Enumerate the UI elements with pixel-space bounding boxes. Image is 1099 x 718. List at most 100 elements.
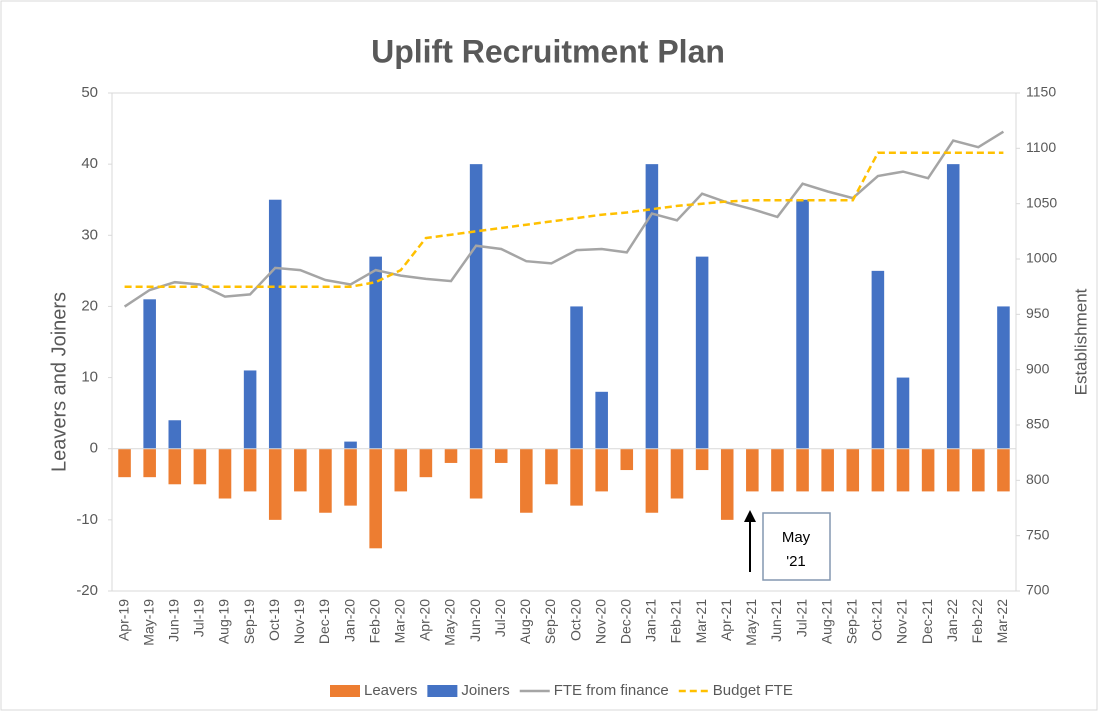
legend-label: Budget FTE xyxy=(713,682,793,699)
y-tick-label: 30 xyxy=(81,226,98,243)
bar xyxy=(695,256,709,449)
bar xyxy=(143,448,156,478)
bar xyxy=(771,448,784,492)
y-tick-label: 40 xyxy=(81,155,98,172)
x-tick-label: Nov-19 xyxy=(291,599,307,644)
bar xyxy=(595,391,608,449)
y-tick-label: 50 xyxy=(81,84,98,101)
x-tick-label: Apr-20 xyxy=(417,599,433,641)
plot-border xyxy=(111,92,1017,592)
y2-tick-label: 800 xyxy=(1026,471,1050,487)
bar xyxy=(469,448,483,499)
x-tick-label: Sep-21 xyxy=(843,599,859,644)
bar xyxy=(344,448,357,506)
bar xyxy=(595,448,608,492)
x-tick-label: Jun-20 xyxy=(467,599,483,642)
bar xyxy=(972,448,985,492)
x-tick-label: Oct-19 xyxy=(266,599,282,641)
x-tick-label: Oct-20 xyxy=(567,599,583,641)
bar xyxy=(520,448,533,513)
x-tick-label: Jun-21 xyxy=(768,599,784,642)
x-tick-label: Sep-20 xyxy=(542,599,558,644)
bar xyxy=(821,448,834,492)
bar xyxy=(645,164,659,449)
bar xyxy=(921,448,935,492)
bar xyxy=(268,199,282,449)
x-tick-label: Jun-19 xyxy=(165,599,181,642)
bar xyxy=(896,448,910,492)
bar xyxy=(871,448,885,492)
bar xyxy=(796,448,809,492)
x-tick-label: Mar-20 xyxy=(391,599,407,644)
bar xyxy=(946,448,960,492)
y-tick-label: -10 xyxy=(76,511,98,528)
bar xyxy=(570,448,583,506)
y2-tick-label: 900 xyxy=(1026,360,1050,376)
bar xyxy=(369,256,382,449)
x-tick-label: Mar-22 xyxy=(994,599,1010,644)
line xyxy=(124,151,1004,288)
y2-tick-label: 1000 xyxy=(1026,250,1057,266)
bar xyxy=(645,448,659,513)
x-tick-label: Dec-20 xyxy=(617,599,633,644)
x-tick-label: Jan-20 xyxy=(341,599,357,642)
bar xyxy=(369,448,382,549)
bar xyxy=(746,448,759,492)
chart-title: Uplift Recruitment Plan xyxy=(371,33,725,69)
x-tick-label: Aug-19 xyxy=(216,599,232,644)
annotation-box xyxy=(762,512,831,581)
bar xyxy=(243,370,257,449)
bar xyxy=(193,448,207,485)
bar xyxy=(168,448,182,485)
y2-tick-label: 750 xyxy=(1026,526,1050,542)
bar xyxy=(896,377,910,449)
bar xyxy=(268,448,282,520)
bar xyxy=(168,420,182,449)
x-tick-label: Aug-21 xyxy=(818,599,834,644)
bar xyxy=(997,448,1010,492)
x-tick-label: Nov-20 xyxy=(592,599,608,644)
x-tick-label: Dec-21 xyxy=(919,599,935,644)
bar xyxy=(319,448,332,513)
x-tick-label: May-19 xyxy=(140,599,156,646)
bar xyxy=(997,306,1010,449)
x-tick-label: May-20 xyxy=(442,599,458,646)
y2-tick-label: 1150 xyxy=(1026,84,1056,100)
x-tick-label: Apr-21 xyxy=(718,599,734,641)
x-tick-label: Jan-21 xyxy=(643,599,659,642)
bar xyxy=(469,164,483,449)
y2-axis-label: Establishment xyxy=(1071,288,1090,395)
bar xyxy=(695,448,709,471)
bar xyxy=(394,448,408,492)
bar xyxy=(143,299,156,449)
x-tick-label: Jul-19 xyxy=(191,599,207,637)
y2-tick-label: 950 xyxy=(1026,305,1050,321)
x-tick-label: Dec-19 xyxy=(316,599,332,644)
y2-tick-label: 850 xyxy=(1026,416,1050,432)
legend-label: Joiners xyxy=(461,682,509,699)
x-tick-label: Oct-21 xyxy=(869,599,885,641)
x-tick-label: Feb-20 xyxy=(366,599,382,644)
x-tick-label: Aug-20 xyxy=(517,599,533,644)
annotation-text: May xyxy=(782,529,811,546)
x-tick-label: Jul-20 xyxy=(492,599,508,637)
legend-label: FTE from finance xyxy=(554,682,669,699)
x-tick-label: Nov-21 xyxy=(894,599,910,644)
bar xyxy=(344,441,357,449)
x-tick-label: Jan-22 xyxy=(944,599,960,642)
legend-swatch xyxy=(427,685,458,697)
bar xyxy=(720,448,734,520)
y2-tick-label: 1100 xyxy=(1026,139,1056,155)
y-tick-label: -20 xyxy=(76,582,98,599)
bar xyxy=(670,448,684,499)
y-tick-label: 10 xyxy=(81,369,98,386)
x-tick-label: Mar-21 xyxy=(693,599,709,644)
bar xyxy=(871,270,885,449)
legend-swatch xyxy=(330,685,360,697)
y2-tick-label: 1050 xyxy=(1026,194,1057,210)
y-tick-label: 20 xyxy=(81,297,98,314)
bar xyxy=(620,448,634,471)
bar xyxy=(218,448,232,499)
